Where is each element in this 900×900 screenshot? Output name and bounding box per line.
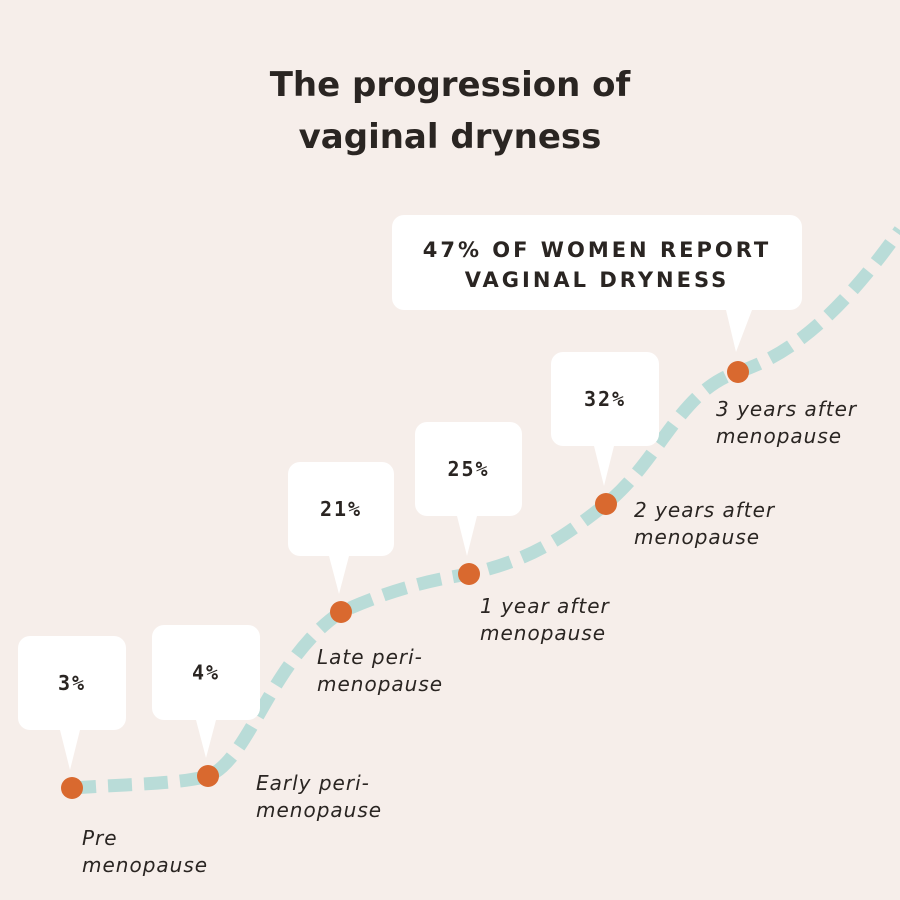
value-bubble <box>18 636 126 770</box>
callout-bubble <box>392 215 802 352</box>
stage-label: Early peri- <box>256 771 370 795</box>
stage-dot <box>197 765 219 787</box>
value-text: 3% <box>58 671 86 695</box>
stage-label: Late peri- <box>317 645 423 669</box>
stage-label: menopause <box>480 621 606 645</box>
stage-label: menopause <box>317 672 443 696</box>
stage-label: Pre <box>82 826 118 850</box>
value-bubble <box>152 625 260 758</box>
stage-label: menopause <box>82 853 208 877</box>
callout-text: VAGINAL DRYNESS <box>465 268 730 292</box>
stage-label: menopause <box>256 798 382 822</box>
value-text: 4% <box>192 661 220 685</box>
stage-dot <box>727 361 749 383</box>
title: The progression of <box>270 65 632 105</box>
stage-dot <box>61 777 83 799</box>
stage-label: 1 year after <box>480 594 611 618</box>
value-bubble <box>415 422 522 556</box>
stage-dot <box>458 563 480 585</box>
value-bubble <box>288 462 394 594</box>
value-text: 25% <box>447 457 489 481</box>
callout-text: 47% OF WOMEN REPORT <box>423 238 772 262</box>
stage-label: 2 years after <box>634 498 776 522</box>
value-text: 21% <box>320 497 362 521</box>
value-text: 32% <box>584 387 626 411</box>
title: vaginal dryness <box>299 117 602 157</box>
stage-label: 3 years after <box>716 397 858 421</box>
stage-label: menopause <box>634 525 760 549</box>
stage-dot <box>330 601 352 623</box>
value-bubble <box>551 352 659 486</box>
stage-dot <box>595 493 617 515</box>
stage-label: menopause <box>716 424 842 448</box>
